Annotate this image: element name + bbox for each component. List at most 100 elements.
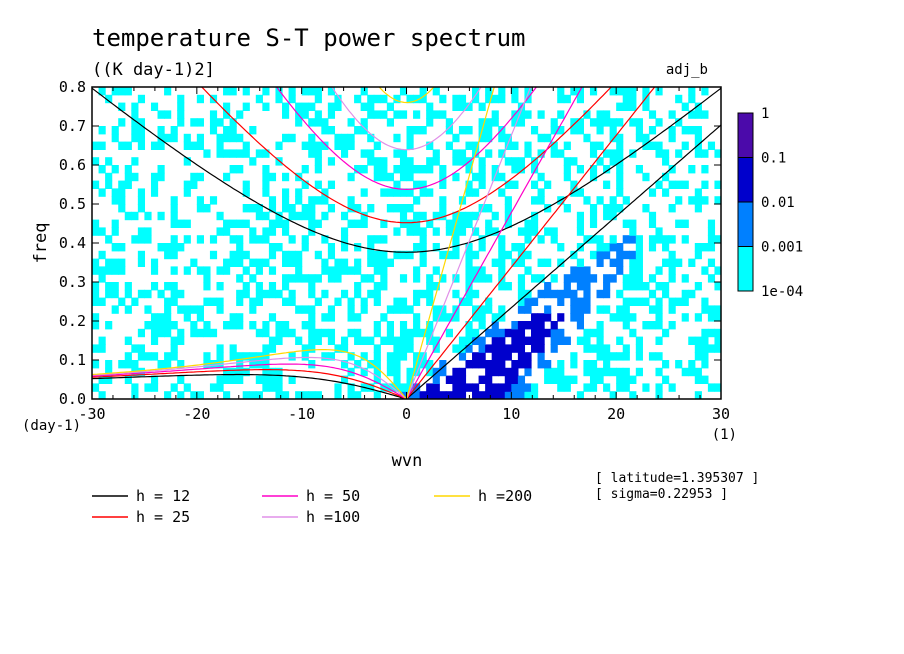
heatmap-cell [576,297,585,306]
heatmap-cell [426,367,434,377]
heatmap-cell [419,87,427,96]
heatmap-cell [478,180,486,189]
latitude-annotation: [ latitude=1.395307 ] [595,471,759,486]
heatmap-cell [452,94,460,104]
y-tick-label: 0.6 [59,156,86,174]
heatmap-cell [472,266,480,275]
heatmap-cell [124,282,132,291]
heatmap-cell [216,118,224,127]
heatmap-cell [465,289,473,299]
heatmap-cell [150,172,159,182]
heatmap-cell [596,352,604,361]
heatmap-cell [589,141,598,150]
heatmap-cell [236,375,244,384]
heatmap-cell [616,250,624,260]
colorbar-label: 0.1 [761,151,786,167]
heatmap-cell [111,305,119,314]
heatmap-cell [393,367,401,377]
heatmap-cell [393,352,401,361]
heatmap-cell [635,344,643,353]
heatmap-cell [701,297,709,306]
heatmap-cell [596,250,604,260]
heatmap-cell [688,367,696,377]
heatmap-cell [432,110,440,119]
heatmap-cell [550,118,558,127]
heatmap-cell [314,336,322,345]
heatmap-cell [268,344,277,353]
heatmap-cell [282,391,290,399]
heatmap-cell [183,157,191,166]
heatmap-cell [504,133,512,143]
heatmap-cell [373,165,381,174]
heatmap-cell [485,87,493,96]
heatmap-cell [360,126,368,135]
heatmap-cell [629,235,637,244]
heatmap-cell [347,383,355,392]
heatmap-cell [537,149,545,158]
heatmap-cell [393,110,401,119]
heatmap-cell [694,141,702,150]
heatmap-cell [242,367,250,377]
heatmap-cell [478,336,486,345]
heatmap-cell [98,375,106,384]
heatmap-cell [662,157,670,166]
heatmap-cell [681,367,689,377]
heatmap-cell [308,282,316,291]
heatmap-cell [98,391,106,399]
heatmap-cell [544,328,552,338]
heatmap-cell [609,196,617,205]
heatmap-cell [131,360,139,369]
heatmap-cell [295,391,303,399]
heatmap-cell [609,204,617,213]
heatmap-cell [124,336,132,345]
heatmap-cell [314,165,322,174]
heatmap-cell [327,328,336,338]
heatmap-cell [314,141,322,150]
heatmap-cell [150,258,159,267]
heatmap-cell [707,235,716,244]
heatmap-cell [393,227,401,236]
heatmap-cell [373,328,381,338]
heatmap-cell [255,204,263,213]
heatmap-cell [472,211,480,221]
heatmap-cell [419,250,427,260]
heatmap-cell [439,211,447,221]
heatmap-cell [131,391,139,399]
heatmap-cell [216,133,224,143]
heatmap-cell [164,110,172,119]
y-unit-label: (day-1) [22,418,81,434]
heatmap-cell [308,219,316,228]
heatmap-cell [124,360,132,369]
heatmap-cell [236,274,244,283]
heatmap-cell [327,87,336,96]
heatmap-cell [583,305,591,314]
heatmap-cell [609,352,617,361]
heatmap-cell [570,266,578,275]
heatmap-cell [675,94,683,104]
heatmap-cell [622,383,630,392]
heatmap-cell [707,313,716,322]
heatmap-cell [498,87,506,96]
heatmap-cell [714,336,721,345]
heatmap-cell [282,204,290,213]
heatmap-cell [465,211,473,221]
heatmap-cell [360,87,368,96]
heatmap-cell [354,391,362,399]
heatmap-cell [589,344,598,353]
heatmap-cell [589,204,598,213]
heatmap-cell [655,180,663,189]
heatmap-cell [308,344,316,353]
heatmap-cell [196,313,204,322]
heatmap-cell [340,235,349,244]
heatmap-cell [714,328,721,338]
heatmap-cell [150,328,159,338]
heatmap-cell [282,321,290,330]
heatmap-cell [681,219,689,228]
heatmap-cell [413,328,421,338]
heatmap-cell [609,313,617,322]
heatmap-cell [340,211,349,221]
heatmap-cell [570,375,578,384]
heatmap-cell [196,235,204,244]
heatmap-cell [458,344,467,353]
heatmap-cell [675,196,683,205]
